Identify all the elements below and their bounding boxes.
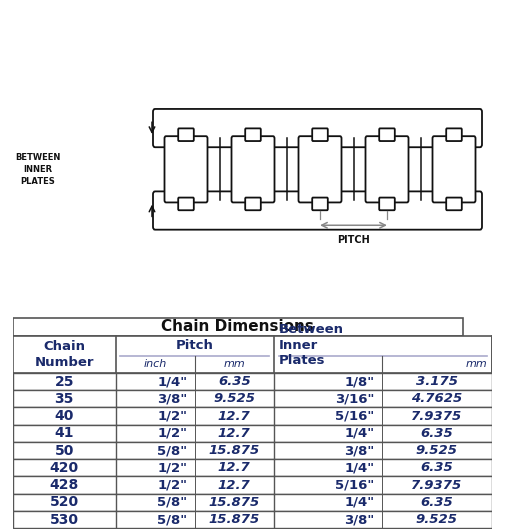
FancyBboxPatch shape xyxy=(245,197,261,210)
Text: 3/16": 3/16" xyxy=(335,392,374,405)
Text: Pitch: Pitch xyxy=(176,339,213,352)
Text: 530: 530 xyxy=(50,513,79,527)
Text: 3.175: 3.175 xyxy=(416,375,458,388)
Bar xyxy=(13,336,492,373)
FancyBboxPatch shape xyxy=(245,128,261,141)
FancyBboxPatch shape xyxy=(446,128,462,141)
FancyBboxPatch shape xyxy=(232,136,274,203)
Text: 12.7: 12.7 xyxy=(218,461,250,475)
Bar xyxy=(13,511,492,528)
Text: 5/8": 5/8" xyxy=(158,513,188,526)
Text: 5/8": 5/8" xyxy=(158,444,188,457)
Text: 12.7: 12.7 xyxy=(218,427,250,440)
Bar xyxy=(13,494,492,511)
Text: 420: 420 xyxy=(50,461,79,475)
FancyBboxPatch shape xyxy=(379,197,395,210)
Text: 428: 428 xyxy=(50,478,79,492)
Text: 15.875: 15.875 xyxy=(209,444,260,457)
FancyBboxPatch shape xyxy=(164,136,207,203)
Text: 1/2": 1/2" xyxy=(158,427,188,440)
Text: BETWEEN
INNER
PLATES: BETWEEN INNER PLATES xyxy=(15,153,61,186)
Text: 5/8": 5/8" xyxy=(158,496,188,509)
FancyBboxPatch shape xyxy=(366,136,409,203)
Text: 3/8": 3/8" xyxy=(344,444,374,457)
Text: mm: mm xyxy=(465,360,487,369)
FancyBboxPatch shape xyxy=(178,197,194,210)
FancyBboxPatch shape xyxy=(312,197,328,210)
Text: 1/4": 1/4" xyxy=(158,375,188,388)
FancyBboxPatch shape xyxy=(312,128,328,141)
Text: mm: mm xyxy=(224,360,245,369)
Text: 1/8": 1/8" xyxy=(344,375,374,388)
Bar xyxy=(13,477,492,494)
Text: 6.35: 6.35 xyxy=(218,375,250,388)
Text: 6.35: 6.35 xyxy=(420,461,453,475)
Text: 1/2": 1/2" xyxy=(158,410,188,422)
Text: 9.525: 9.525 xyxy=(416,513,458,526)
Text: 12.7: 12.7 xyxy=(218,479,250,492)
Text: Chain Dimensions: Chain Dimensions xyxy=(161,319,314,334)
Bar xyxy=(13,425,492,442)
Text: 40: 40 xyxy=(54,409,74,423)
Text: 12.7: 12.7 xyxy=(218,410,250,422)
Bar xyxy=(13,408,492,425)
Text: 25: 25 xyxy=(54,375,74,388)
Text: 520: 520 xyxy=(50,495,79,509)
Text: 9.525: 9.525 xyxy=(213,392,255,405)
Text: 41: 41 xyxy=(54,426,74,440)
Text: 1/2": 1/2" xyxy=(158,461,188,475)
Text: inch: inch xyxy=(143,360,167,369)
Text: 1/4": 1/4" xyxy=(344,461,374,475)
Text: 9.525: 9.525 xyxy=(416,444,458,457)
FancyBboxPatch shape xyxy=(379,128,395,141)
FancyBboxPatch shape xyxy=(153,192,482,230)
Text: 1/4": 1/4" xyxy=(344,427,374,440)
Bar xyxy=(13,442,492,459)
FancyBboxPatch shape xyxy=(299,136,342,203)
Text: 15.875: 15.875 xyxy=(209,513,260,526)
Text: 3/8": 3/8" xyxy=(344,513,374,526)
Text: 6.35: 6.35 xyxy=(420,496,453,509)
Bar xyxy=(13,318,463,336)
Text: 7.9375: 7.9375 xyxy=(411,410,462,422)
Text: 15.875: 15.875 xyxy=(209,496,260,509)
FancyBboxPatch shape xyxy=(446,197,462,210)
FancyBboxPatch shape xyxy=(153,109,482,147)
Text: Between
Inner
Plates: Between Inner Plates xyxy=(278,323,344,368)
Text: 50: 50 xyxy=(54,444,74,458)
FancyBboxPatch shape xyxy=(432,136,476,203)
Bar xyxy=(13,373,492,390)
Text: Chain
Number: Chain Number xyxy=(34,340,94,369)
FancyBboxPatch shape xyxy=(178,128,194,141)
Text: 1/2": 1/2" xyxy=(158,479,188,492)
Text: PITCH: PITCH xyxy=(337,235,370,245)
Bar xyxy=(13,459,492,477)
Bar xyxy=(13,390,492,408)
Text: 7.9375: 7.9375 xyxy=(411,479,462,492)
Text: 35: 35 xyxy=(54,392,74,406)
Text: 3/8": 3/8" xyxy=(157,392,188,405)
Text: 5/16": 5/16" xyxy=(335,410,374,422)
Text: 5/16": 5/16" xyxy=(335,479,374,492)
Text: 4.7625: 4.7625 xyxy=(411,392,462,405)
Text: 1/4": 1/4" xyxy=(344,496,374,509)
Text: 6.35: 6.35 xyxy=(420,427,453,440)
